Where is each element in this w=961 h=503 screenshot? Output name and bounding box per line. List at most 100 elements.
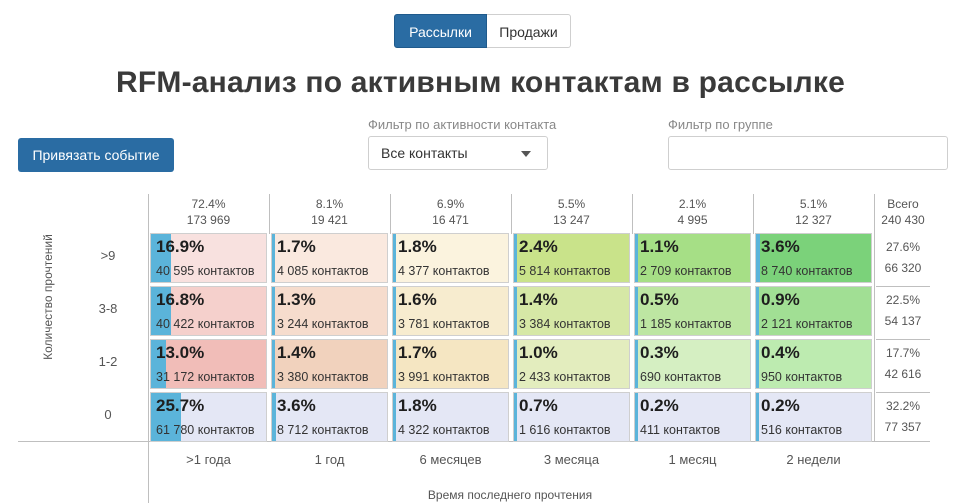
heatmap-cell[interactable]: 3.6% 8 740 контактов <box>755 233 872 283</box>
heatmap-cell[interactable]: 1.3% 3 244 контактов <box>271 286 388 336</box>
cell-percent: 0.3% <box>640 343 679 362</box>
heatmap-cell[interactable]: 1.6% 3 781 контактов <box>392 286 509 336</box>
share-bar <box>635 393 638 441</box>
heatmap-cell[interactable]: 2.4% 5 814 контактов <box>513 233 630 283</box>
heatmap-cell[interactable]: 3.6% 8 712 контактов <box>271 392 388 442</box>
heatmap-cell[interactable]: 16.9% 40 595 контактов <box>150 233 267 283</box>
cell-percent: 13.0% <box>156 343 205 362</box>
cell-percent: 16.9% <box>156 237 205 256</box>
share-bar <box>393 287 396 335</box>
share-bar <box>393 393 396 441</box>
cell-percent: 1.4% <box>519 290 558 309</box>
row-label: 3-8 <box>98 301 118 316</box>
heatmap-cell[interactable]: 1.8% 4 322 контактов <box>392 392 509 442</box>
share-bar <box>514 234 517 282</box>
cell-percent: 1.7% <box>277 237 316 256</box>
cell-count: 4 377 контактов <box>398 264 490 278</box>
row-total: 17.7% 42 616 <box>884 346 922 381</box>
cell-count: 950 контактов <box>761 370 843 384</box>
cell-count: 1 185 контактов <box>640 317 732 331</box>
cell-percent: 0.2% <box>640 396 679 415</box>
bind-event-button[interactable]: Привязать событие <box>18 138 174 172</box>
row-total: 27.6% 66 320 <box>884 240 922 275</box>
cell-percent: 0.2% <box>761 396 800 415</box>
cell-count: 516 контактов <box>761 423 843 437</box>
row-total: 22.5% 54 137 <box>884 293 922 328</box>
group-filter-label: Фильтр по группе <box>668 117 773 132</box>
page-title: RFM-анализ по активным контактам в рассы… <box>115 66 846 99</box>
share-bar <box>272 234 275 282</box>
cell-percent: 0.7% <box>519 396 558 415</box>
header-divider <box>269 194 270 234</box>
heatmap-cell[interactable]: 0.7% 1 616 контактов <box>513 392 630 442</box>
share-bar <box>151 287 171 335</box>
heatmap-cell[interactable]: 0.2% 411 контактов <box>634 392 751 442</box>
cell-percent: 0.5% <box>640 290 679 309</box>
column-header: 5.1% 12 327 <box>795 197 832 227</box>
cell-percent: 1.1% <box>640 237 679 256</box>
cell-percent: 1.4% <box>277 343 316 362</box>
totals-divider <box>874 194 875 441</box>
share-bar <box>756 340 759 388</box>
heatmap-cell[interactable]: 0.9% 2 121 контактов <box>755 286 872 336</box>
heatmap-cell[interactable]: 1.7% 4 085 контактов <box>271 233 388 283</box>
share-bar <box>272 287 275 335</box>
x-tick-label: 1 год <box>314 452 345 467</box>
heatmap-cell[interactable]: 1.4% 3 384 контактов <box>513 286 630 336</box>
header-divider <box>390 194 391 234</box>
heatmap-cell[interactable]: 1.7% 3 991 контактов <box>392 339 509 389</box>
group-filter-input[interactable] <box>668 136 948 170</box>
share-bar <box>272 393 276 441</box>
share-bar <box>151 234 171 282</box>
header-divider <box>753 194 754 234</box>
cell-count: 3 991 контактов <box>398 370 490 384</box>
cell-percent: 16.8% <box>156 290 205 309</box>
heatmap-cell[interactable]: 0.2% 516 контактов <box>755 392 872 442</box>
cell-percent: 2.4% <box>519 237 558 256</box>
column-header: 2.1% 4 995 <box>677 197 708 227</box>
totals-row-divider <box>876 339 930 340</box>
share-bar <box>514 287 517 335</box>
activity-filter-value: Все контакты <box>381 145 468 161</box>
cell-percent: 1.0% <box>519 343 558 362</box>
row-total: 32.2% 77 357 <box>884 399 922 434</box>
heatmap-cell[interactable]: 1.4% 3 380 контактов <box>271 339 388 389</box>
row-label: 1-2 <box>98 354 118 369</box>
heatmap-cell[interactable]: 0.3% 690 контактов <box>634 339 751 389</box>
grid-left-axis <box>148 194 149 503</box>
cell-count: 3 781 контактов <box>398 317 490 331</box>
totals-row-divider <box>876 286 930 287</box>
column-header: 8.1% 19 421 <box>311 197 348 227</box>
share-bar <box>151 340 166 388</box>
heatmap-cell[interactable]: 13.0% 31 172 контактов <box>150 339 267 389</box>
totals-row-divider <box>876 392 930 393</box>
tab-switcher: Рассылки Продажи <box>394 14 571 48</box>
heatmap-cell[interactable]: 0.4% 950 контактов <box>755 339 872 389</box>
tab-sales[interactable]: Продажи <box>487 14 571 48</box>
caret-down-icon <box>521 151 531 157</box>
activity-filter-select[interactable]: Все контакты <box>368 136 548 170</box>
heatmap-cell[interactable]: 1.8% 4 377 контактов <box>392 233 509 283</box>
cell-count: 2 709 контактов <box>640 264 732 278</box>
share-bar <box>393 234 396 282</box>
share-bar <box>151 393 181 441</box>
cell-count: 61 780 контактов <box>156 423 255 437</box>
tab-mailings[interactable]: Рассылки <box>394 14 487 48</box>
cell-count: 40 595 контактов <box>156 264 255 278</box>
cell-percent: 1.8% <box>398 396 437 415</box>
cell-percent: 1.7% <box>398 343 437 362</box>
heatmap-cell[interactable]: 16.8% 40 422 контактов <box>150 286 267 336</box>
share-bar <box>756 234 760 282</box>
heatmap-cell[interactable]: 0.5% 1 185 контактов <box>634 286 751 336</box>
heatmap-cell[interactable]: 25.7% 61 780 контактов <box>150 392 267 442</box>
x-tick-label: 3 месяца <box>543 452 600 467</box>
heatmap-cell[interactable]: 1.1% 2 709 контактов <box>634 233 751 283</box>
heatmap-cell[interactable]: 1.0% 2 433 контактов <box>513 339 630 389</box>
column-header: 5.5% 13 247 <box>553 197 590 227</box>
x-tick-label: 6 месяцев <box>419 452 482 467</box>
share-bar <box>514 393 517 441</box>
activity-filter-label: Фильтр по активности контакта <box>368 117 557 132</box>
cell-count: 3 380 контактов <box>277 370 369 384</box>
share-bar <box>393 340 396 388</box>
cell-count: 8 712 контактов <box>277 423 369 437</box>
